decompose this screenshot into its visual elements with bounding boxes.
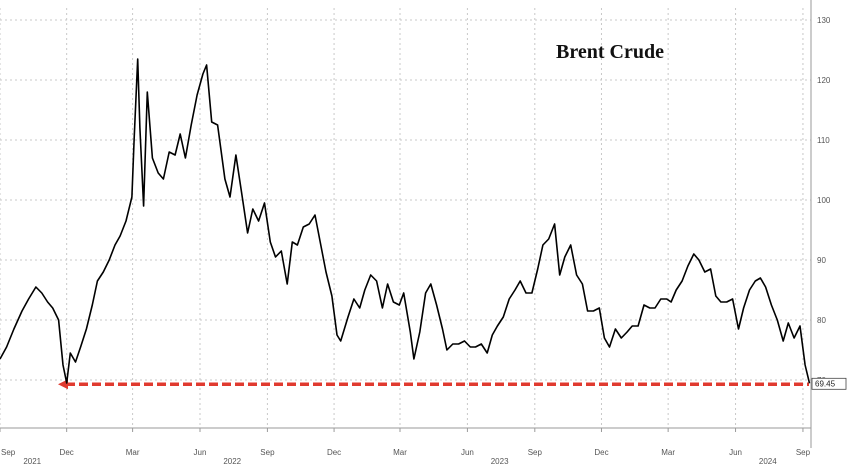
last-price-label: 69.45: [815, 379, 836, 388]
chart-title: Brent Crude: [556, 41, 664, 63]
year-label: 2023: [491, 457, 509, 466]
y-tick-label: 120: [817, 76, 831, 85]
last-price-tag-box: [811, 377, 847, 390]
year-labels: 2021 2022 2023 2024: [23, 457, 777, 466]
reference-line: [58, 379, 809, 390]
year-label: 2022: [223, 457, 241, 466]
y-tick-label: 100: [817, 196, 831, 205]
y-axis-ticks: 708090100110120130: [817, 16, 831, 385]
last-price-tag: 69.45: [811, 377, 847, 390]
x-tick-label: Sep: [528, 448, 543, 457]
y-tick-label: 130: [817, 16, 831, 25]
x-tick-label: Mar: [126, 448, 140, 457]
x-tick-label: Mar: [393, 448, 407, 457]
x-tick-label: Jun: [461, 448, 474, 457]
series-line: [0, 58, 811, 384]
x-tick-label: Sep: [260, 448, 275, 457]
x-tick-label: Dec: [327, 448, 341, 457]
x-tick-label: Dec: [60, 448, 74, 457]
y-tick-label: 90: [817, 256, 826, 265]
x-tick-label: Jun: [729, 448, 742, 457]
x-tick-label: Jun: [194, 448, 207, 457]
y-tick-label: 80: [817, 316, 826, 325]
series-layer: [0, 58, 811, 384]
year-label: 2021: [23, 457, 41, 466]
year-label: 2024: [759, 457, 777, 466]
x-axis-ticks: Sep Dec Mar Jun Sep Dec Mar Jun Sep Dec Mar Jun Sep: [0, 428, 811, 457]
grid: [0, 8, 811, 428]
x-tick-label: Dec: [594, 448, 608, 457]
x-tick-label: Mar: [661, 448, 675, 457]
reference-arrow-head: [58, 379, 68, 390]
y-tick-label: 110: [817, 136, 830, 145]
x-tick-label: Sep: [796, 448, 811, 457]
x-tick-label: Sep: [1, 448, 16, 457]
